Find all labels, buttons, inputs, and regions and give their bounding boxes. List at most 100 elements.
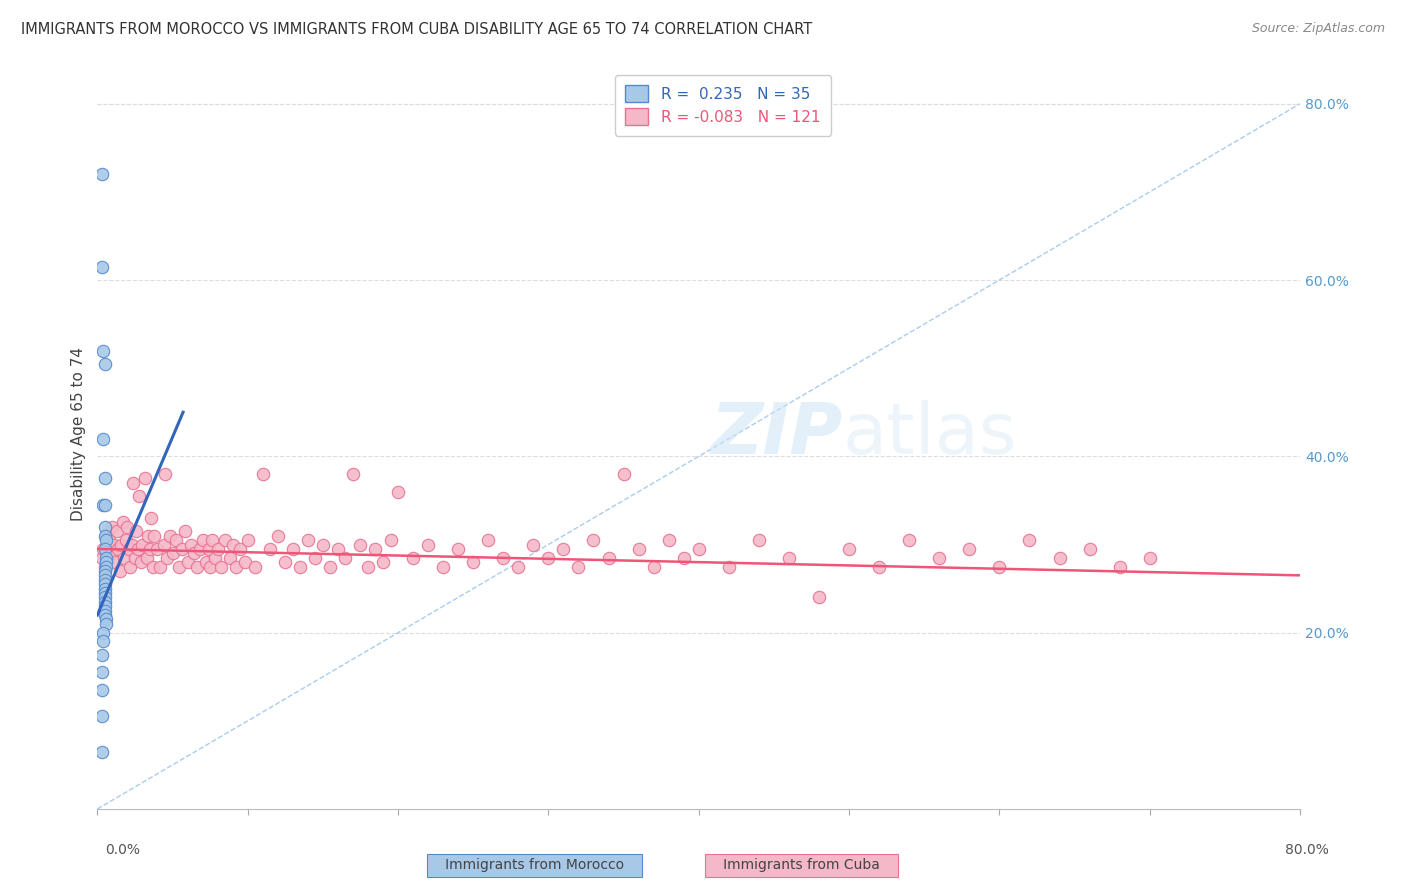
Point xyxy=(225,559,247,574)
Point xyxy=(122,475,145,490)
Point xyxy=(988,559,1011,574)
Point xyxy=(153,467,176,481)
Point xyxy=(143,529,166,543)
Point xyxy=(522,537,544,551)
Point xyxy=(103,537,125,551)
Point xyxy=(688,541,710,556)
Point xyxy=(127,541,149,556)
Point xyxy=(191,533,214,547)
Point xyxy=(136,550,159,565)
Point xyxy=(90,167,112,181)
Point xyxy=(1049,550,1071,565)
Point xyxy=(118,541,141,556)
Point xyxy=(94,357,117,371)
Point xyxy=(94,529,117,543)
Point xyxy=(105,524,128,539)
Point xyxy=(214,533,236,547)
Point xyxy=(236,533,259,547)
Point xyxy=(115,533,138,547)
Point xyxy=(94,608,117,623)
Point xyxy=(342,467,364,481)
Point xyxy=(111,516,134,530)
Point xyxy=(101,520,124,534)
Point xyxy=(508,559,530,574)
Point xyxy=(94,541,117,556)
Point xyxy=(233,555,256,569)
Point xyxy=(142,559,165,574)
Point xyxy=(188,541,211,556)
Point xyxy=(221,537,243,551)
Point xyxy=(297,533,319,547)
Point xyxy=(312,537,335,551)
Point xyxy=(176,555,198,569)
Point xyxy=(94,568,117,582)
Point xyxy=(128,489,150,503)
Point xyxy=(141,511,163,525)
Point xyxy=(402,550,425,565)
Point xyxy=(96,616,118,631)
Point xyxy=(131,537,153,551)
Point xyxy=(349,537,371,551)
Point xyxy=(672,550,695,565)
Point xyxy=(380,533,402,547)
Point xyxy=(112,550,135,565)
Point xyxy=(93,432,115,446)
Point xyxy=(928,550,950,565)
Point xyxy=(537,550,560,565)
Point xyxy=(868,559,890,574)
Point xyxy=(598,550,620,565)
Point xyxy=(180,537,202,551)
Point xyxy=(94,573,117,587)
Text: IMMIGRANTS FROM MOROCCO VS IMMIGRANTS FROM CUBA DISABILITY AGE 65 TO 74 CORRELAT: IMMIGRANTS FROM MOROCCO VS IMMIGRANTS FR… xyxy=(21,22,813,37)
Point xyxy=(94,471,117,485)
Point xyxy=(553,541,575,556)
Point xyxy=(252,467,274,481)
Point xyxy=(492,550,515,565)
Point xyxy=(1018,533,1040,547)
Point xyxy=(170,541,193,556)
Point xyxy=(98,533,121,547)
Point xyxy=(94,564,117,578)
Point xyxy=(477,533,499,547)
Point xyxy=(209,559,232,574)
Point xyxy=(121,537,143,551)
Point xyxy=(108,564,131,578)
Point xyxy=(1139,550,1161,565)
Point xyxy=(167,559,190,574)
Point xyxy=(107,541,129,556)
Point xyxy=(146,541,169,556)
Point xyxy=(90,648,112,662)
Point xyxy=(159,529,181,543)
Text: Immigrants from Cuba: Immigrants from Cuba xyxy=(710,858,893,872)
Point xyxy=(117,520,139,534)
Point xyxy=(165,533,187,547)
Point xyxy=(627,541,650,556)
Point xyxy=(96,529,118,543)
Point xyxy=(387,484,409,499)
Point xyxy=(319,559,342,574)
Text: ZIP: ZIP xyxy=(711,400,844,469)
Point xyxy=(96,550,118,565)
Point xyxy=(447,541,470,556)
Point xyxy=(94,582,117,596)
Point xyxy=(290,559,312,574)
Point xyxy=(93,625,115,640)
Point xyxy=(94,559,117,574)
Point xyxy=(582,533,605,547)
Point xyxy=(194,555,217,569)
Point xyxy=(134,471,156,485)
Text: 0.0%: 0.0% xyxy=(105,843,141,857)
Point xyxy=(612,467,634,481)
Point xyxy=(807,591,830,605)
Point xyxy=(152,537,174,551)
Point xyxy=(124,550,146,565)
Point xyxy=(96,559,118,574)
Point xyxy=(717,559,740,574)
Point xyxy=(90,550,112,565)
Point xyxy=(898,533,921,547)
Point xyxy=(304,550,326,565)
Point xyxy=(129,555,152,569)
Text: Immigrants from Morocco: Immigrants from Morocco xyxy=(432,858,637,872)
Point xyxy=(94,604,117,618)
Point xyxy=(155,550,177,565)
